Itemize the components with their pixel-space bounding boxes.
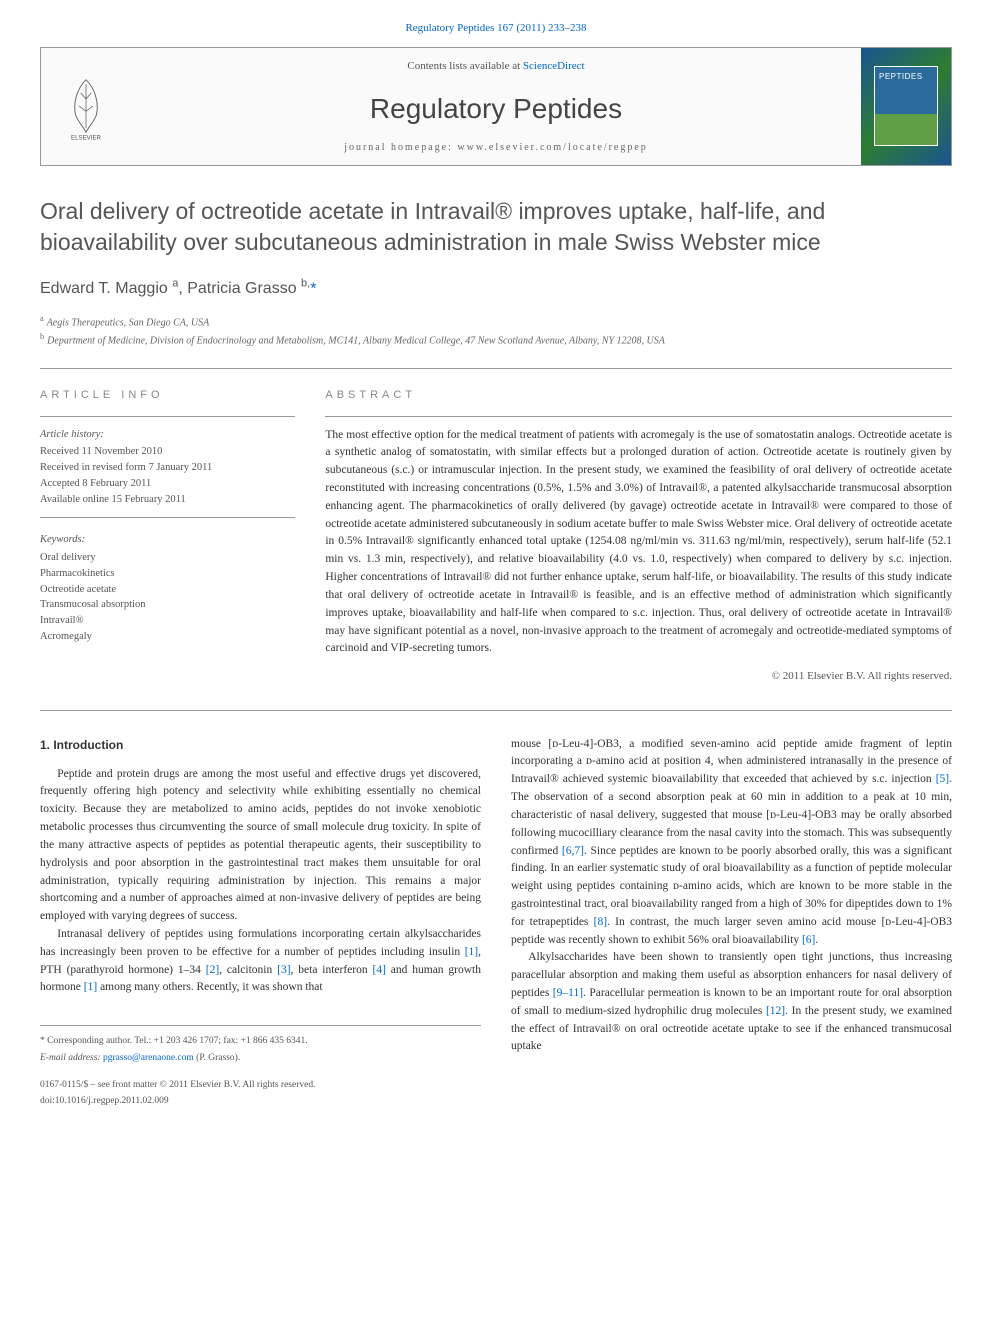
journal-name: Regulatory Peptides — [131, 88, 861, 130]
affiliation-b: bDepartment of Medicine, Division of End… — [40, 331, 952, 348]
journal-header: ELSEVIER Contents lists available at Sci… — [40, 47, 952, 167]
ref-link[interactable]: [8] — [594, 916, 607, 928]
aff-sup-b: b — [40, 332, 44, 341]
issn-line: 0167-0115/$ – see front matter © 2011 El… — [40, 1078, 481, 1092]
para-4: Alkylsaccharides have been shown to tran… — [511, 949, 952, 1056]
citation-link[interactable]: Regulatory Peptides 167 (2011) 233–238 — [405, 22, 586, 34]
ref-link[interactable]: [5] — [936, 773, 949, 785]
abstract-text: The most effective option for the medica… — [325, 427, 952, 659]
body-columns: 1. Introduction Peptide and protein drug… — [40, 736, 952, 1109]
ref-link[interactable]: [1] — [465, 946, 478, 958]
history-online: Available online 15 February 2011 — [40, 492, 295, 508]
divider-bottom — [40, 710, 952, 711]
corresponding-marker[interactable]: * — [310, 280, 316, 297]
journal-cover-thumb: PEPTIDES — [861, 48, 951, 166]
sciencedirect-link[interactable]: ScienceDirect — [523, 60, 585, 72]
authors-line: Edward T. Maggio a, Patricia Grasso b,* — [40, 276, 952, 301]
affiliation-a: aAegis Therapeutics, San Diego CA, USA — [40, 313, 952, 330]
ref-link[interactable]: [2] — [206, 964, 219, 976]
history-accepted: Accepted 8 February 2011 — [40, 476, 295, 492]
affiliations: aAegis Therapeutics, San Diego CA, USA b… — [40, 313, 952, 348]
intro-heading: 1. Introduction — [40, 736, 481, 754]
article-info-heading: ARTICLE INFO — [40, 387, 295, 404]
email-person: (P. Grasso). — [194, 1053, 240, 1063]
ref-link[interactable]: [3] — [277, 964, 290, 976]
para-3: mouse [ᴅ-Leu-4]-OB3, a modified seven-am… — [511, 736, 952, 950]
kw-4: Intravail® — [40, 613, 295, 629]
article-info-column: ARTICLE INFO Article history: Received 1… — [40, 387, 295, 685]
abstract-divider — [325, 416, 952, 417]
history-received: Received 11 November 2010 — [40, 444, 295, 460]
keywords-divider — [40, 517, 295, 518]
header-center: Contents lists available at ScienceDirec… — [131, 48, 861, 166]
ref-link[interactable]: [6] — [802, 934, 815, 946]
keywords-label: Keywords: — [40, 532, 295, 548]
ref-link[interactable]: [12] — [766, 1005, 785, 1017]
history-label: Article history: — [40, 427, 295, 443]
divider-top — [40, 368, 952, 369]
kw-1: Pharmacokinetics — [40, 566, 295, 582]
ref-link[interactable]: [6,7] — [562, 845, 584, 857]
body-col-right: mouse [ᴅ-Leu-4]-OB3, a modified seven-am… — [511, 736, 952, 1109]
cover-thumb: PEPTIDES — [874, 66, 938, 146]
body-col-left: 1. Introduction Peptide and protein drug… — [40, 736, 481, 1109]
para-1: Peptide and protein drugs are among the … — [40, 766, 481, 926]
article-title: Oral delivery of octreotide acetate in I… — [40, 196, 952, 258]
contents-line: Contents lists available at ScienceDirec… — [131, 58, 861, 75]
citation-header: Regulatory Peptides 167 (2011) 233–238 — [40, 20, 952, 37]
history-revised: Received in revised form 7 January 2011 — [40, 460, 295, 476]
aff-text-b: Department of Medicine, Division of Endo… — [47, 335, 665, 346]
kw-2: Octreotide acetate — [40, 582, 295, 598]
para-2: Intranasal delivery of peptides using fo… — [40, 926, 481, 997]
ref-link[interactable]: [4] — [373, 964, 386, 976]
elsevier-logo: ELSEVIER — [41, 48, 131, 166]
abstract-copyright: © 2011 Elsevier B.V. All rights reserved… — [325, 668, 952, 685]
homepage-line: journal homepage: www.elsevier.com/locat… — [131, 140, 861, 155]
doi-line: doi:10.1016/j.regpep.2011.02.009 — [40, 1094, 481, 1108]
corresponding-author-note: * Corresponding author. Tel.: +1 203 426… — [40, 1034, 481, 1048]
ref-link[interactable]: [1] — [84, 981, 97, 993]
authors-text: Edward T. Maggio a, Patricia Grasso b, — [40, 280, 310, 297]
kw-5: Acromegaly — [40, 629, 295, 645]
svg-text:ELSEVIER: ELSEVIER — [71, 135, 101, 142]
footnote-block: * Corresponding author. Tel.: +1 203 426… — [40, 1025, 481, 1108]
info-divider — [40, 416, 295, 417]
email-line: E-mail address: pgrasso@arenaone.com (P.… — [40, 1051, 481, 1065]
ref-link[interactable]: [9–11] — [553, 987, 583, 999]
contents-prefix: Contents lists available at — [407, 60, 522, 72]
abstract-heading: ABSTRACT — [325, 387, 952, 404]
meta-row: ARTICLE INFO Article history: Received 1… — [40, 387, 952, 685]
kw-3: Transmucosal absorption — [40, 597, 295, 613]
email-link[interactable]: pgrasso@arenaone.com — [103, 1053, 194, 1063]
kw-0: Oral delivery — [40, 550, 295, 566]
cover-label: PEPTIDES — [879, 71, 933, 83]
email-label: E-mail address: — [40, 1053, 103, 1063]
aff-text-a: Aegis Therapeutics, San Diego CA, USA — [47, 318, 209, 329]
homepage-url: www.elsevier.com/locate/regpep — [457, 142, 647, 153]
abstract-column: ABSTRACT The most effective option for t… — [325, 387, 952, 685]
aff-sup-a: a — [40, 314, 44, 323]
homepage-label: journal homepage: — [344, 142, 457, 153]
